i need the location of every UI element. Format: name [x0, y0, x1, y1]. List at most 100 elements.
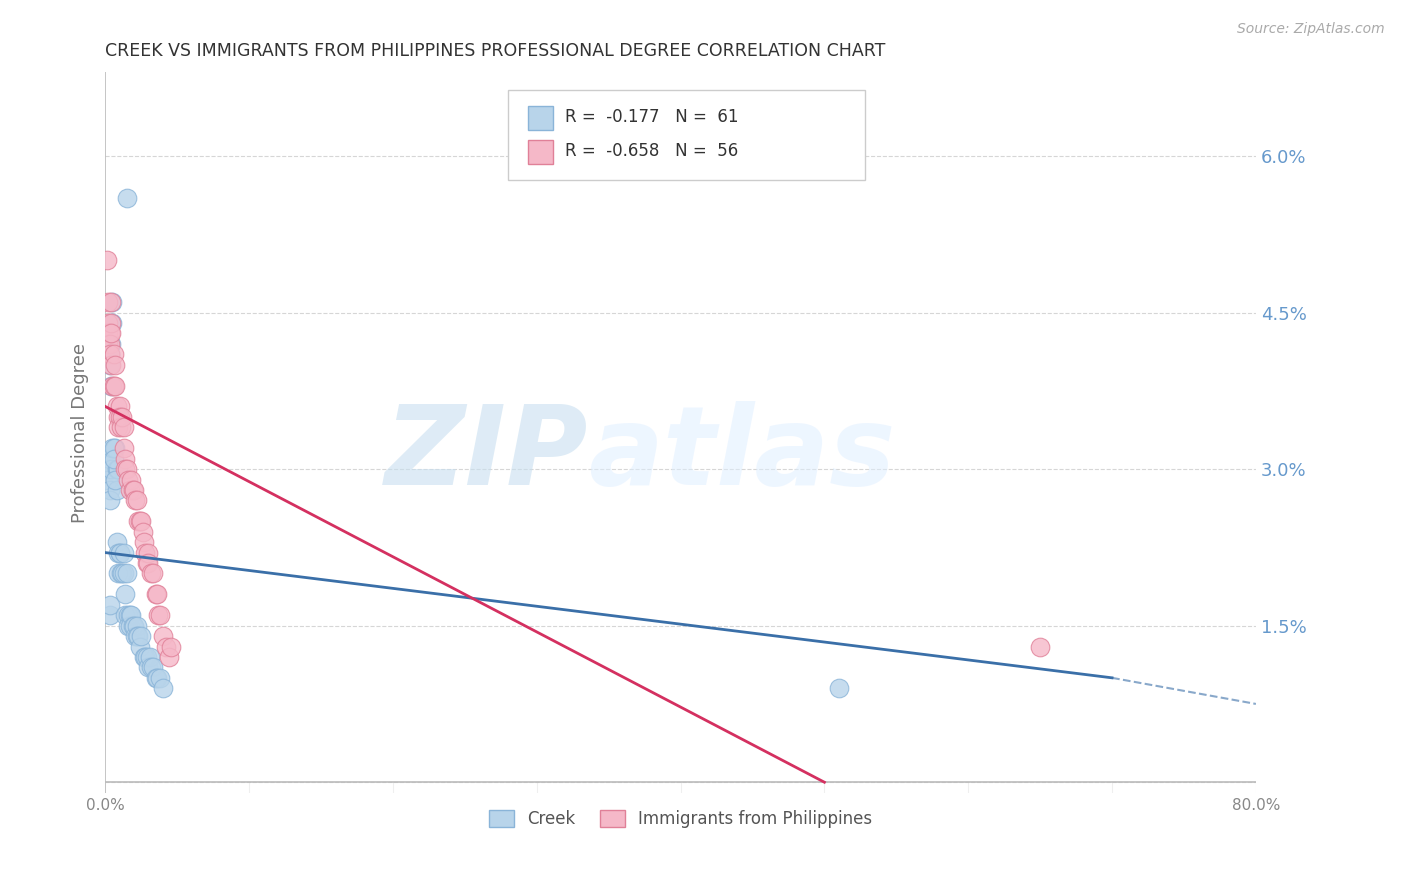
Point — [105, 483, 128, 497]
Point — [138, 660, 160, 674]
Point — [111, 566, 134, 581]
Point — [101, 441, 124, 455]
Text: R =  -0.658   N =  56: R = -0.658 N = 56 — [565, 142, 738, 160]
Point — [97, 326, 120, 341]
Point — [103, 378, 125, 392]
Point — [152, 681, 174, 696]
Point — [157, 650, 180, 665]
Point — [108, 409, 131, 424]
Point — [112, 545, 135, 559]
Point — [114, 587, 136, 601]
Point — [141, 566, 163, 581]
Text: CREEK VS IMMIGRANTS FROM PHILIPPINES PROFESSIONAL DEGREE CORRELATION CHART: CREEK VS IMMIGRANTS FROM PHILIPPINES PRO… — [105, 42, 886, 60]
Point — [104, 441, 127, 455]
Text: R =  -0.177   N =  61: R = -0.177 N = 61 — [565, 108, 740, 126]
Point — [100, 336, 122, 351]
Point — [146, 587, 169, 601]
Point — [118, 608, 141, 623]
Point — [155, 640, 177, 654]
Point — [107, 462, 129, 476]
Point — [100, 462, 122, 476]
FancyBboxPatch shape — [527, 140, 553, 164]
Point — [125, 629, 148, 643]
Point — [108, 400, 131, 414]
Point — [1029, 640, 1052, 654]
Point — [114, 608, 136, 623]
Point — [112, 566, 135, 581]
Point — [98, 347, 121, 361]
Point — [107, 420, 129, 434]
Point — [828, 681, 851, 696]
Point — [103, 441, 125, 455]
Point — [131, 524, 153, 539]
Point — [103, 347, 125, 361]
Point — [103, 451, 125, 466]
Point — [138, 545, 160, 559]
Point — [101, 378, 124, 392]
Point — [111, 409, 134, 424]
Point — [101, 295, 124, 310]
Point — [107, 545, 129, 559]
Point — [135, 556, 157, 570]
Point — [121, 483, 143, 497]
Point — [115, 191, 138, 205]
Point — [142, 660, 165, 674]
Point — [118, 618, 141, 632]
FancyBboxPatch shape — [527, 106, 553, 130]
Point — [108, 545, 131, 559]
Point — [110, 420, 132, 434]
Point — [112, 420, 135, 434]
Point — [145, 671, 167, 685]
Point — [146, 671, 169, 685]
Point — [100, 326, 122, 341]
Point — [105, 535, 128, 549]
Text: Source: ZipAtlas.com: Source: ZipAtlas.com — [1237, 22, 1385, 37]
Point — [97, 462, 120, 476]
Point — [98, 326, 121, 341]
Point — [97, 473, 120, 487]
Point — [100, 378, 122, 392]
Point — [105, 400, 128, 414]
Point — [149, 608, 172, 623]
Point — [135, 650, 157, 665]
Point — [125, 618, 148, 632]
Point — [107, 566, 129, 581]
Point — [132, 650, 155, 665]
Point — [98, 347, 121, 361]
Point — [104, 378, 127, 392]
Point — [115, 566, 138, 581]
Point — [112, 441, 135, 455]
Point — [100, 316, 122, 330]
Point — [98, 608, 121, 623]
Point — [118, 483, 141, 497]
Point — [117, 608, 139, 623]
Point — [117, 473, 139, 487]
Point — [104, 358, 127, 372]
Point — [138, 556, 160, 570]
Point — [108, 545, 131, 559]
Point — [98, 358, 121, 372]
Point — [134, 650, 156, 665]
Legend: Creek, Immigrants from Philippines: Creek, Immigrants from Philippines — [482, 803, 879, 835]
Point — [127, 514, 149, 528]
Point — [149, 671, 172, 685]
FancyBboxPatch shape — [508, 90, 865, 180]
Point — [114, 462, 136, 476]
Point — [117, 618, 139, 632]
Point — [122, 618, 145, 632]
Point — [129, 514, 152, 528]
Point — [105, 462, 128, 476]
Point — [128, 640, 150, 654]
Text: atlas: atlas — [589, 401, 896, 508]
Point — [124, 493, 146, 508]
Point — [101, 316, 124, 330]
Point — [134, 545, 156, 559]
Point — [104, 473, 127, 487]
Point — [98, 451, 121, 466]
Point — [152, 629, 174, 643]
Point — [100, 316, 122, 330]
Point — [100, 295, 122, 310]
Point — [107, 409, 129, 424]
Point — [98, 493, 121, 508]
Point — [132, 535, 155, 549]
